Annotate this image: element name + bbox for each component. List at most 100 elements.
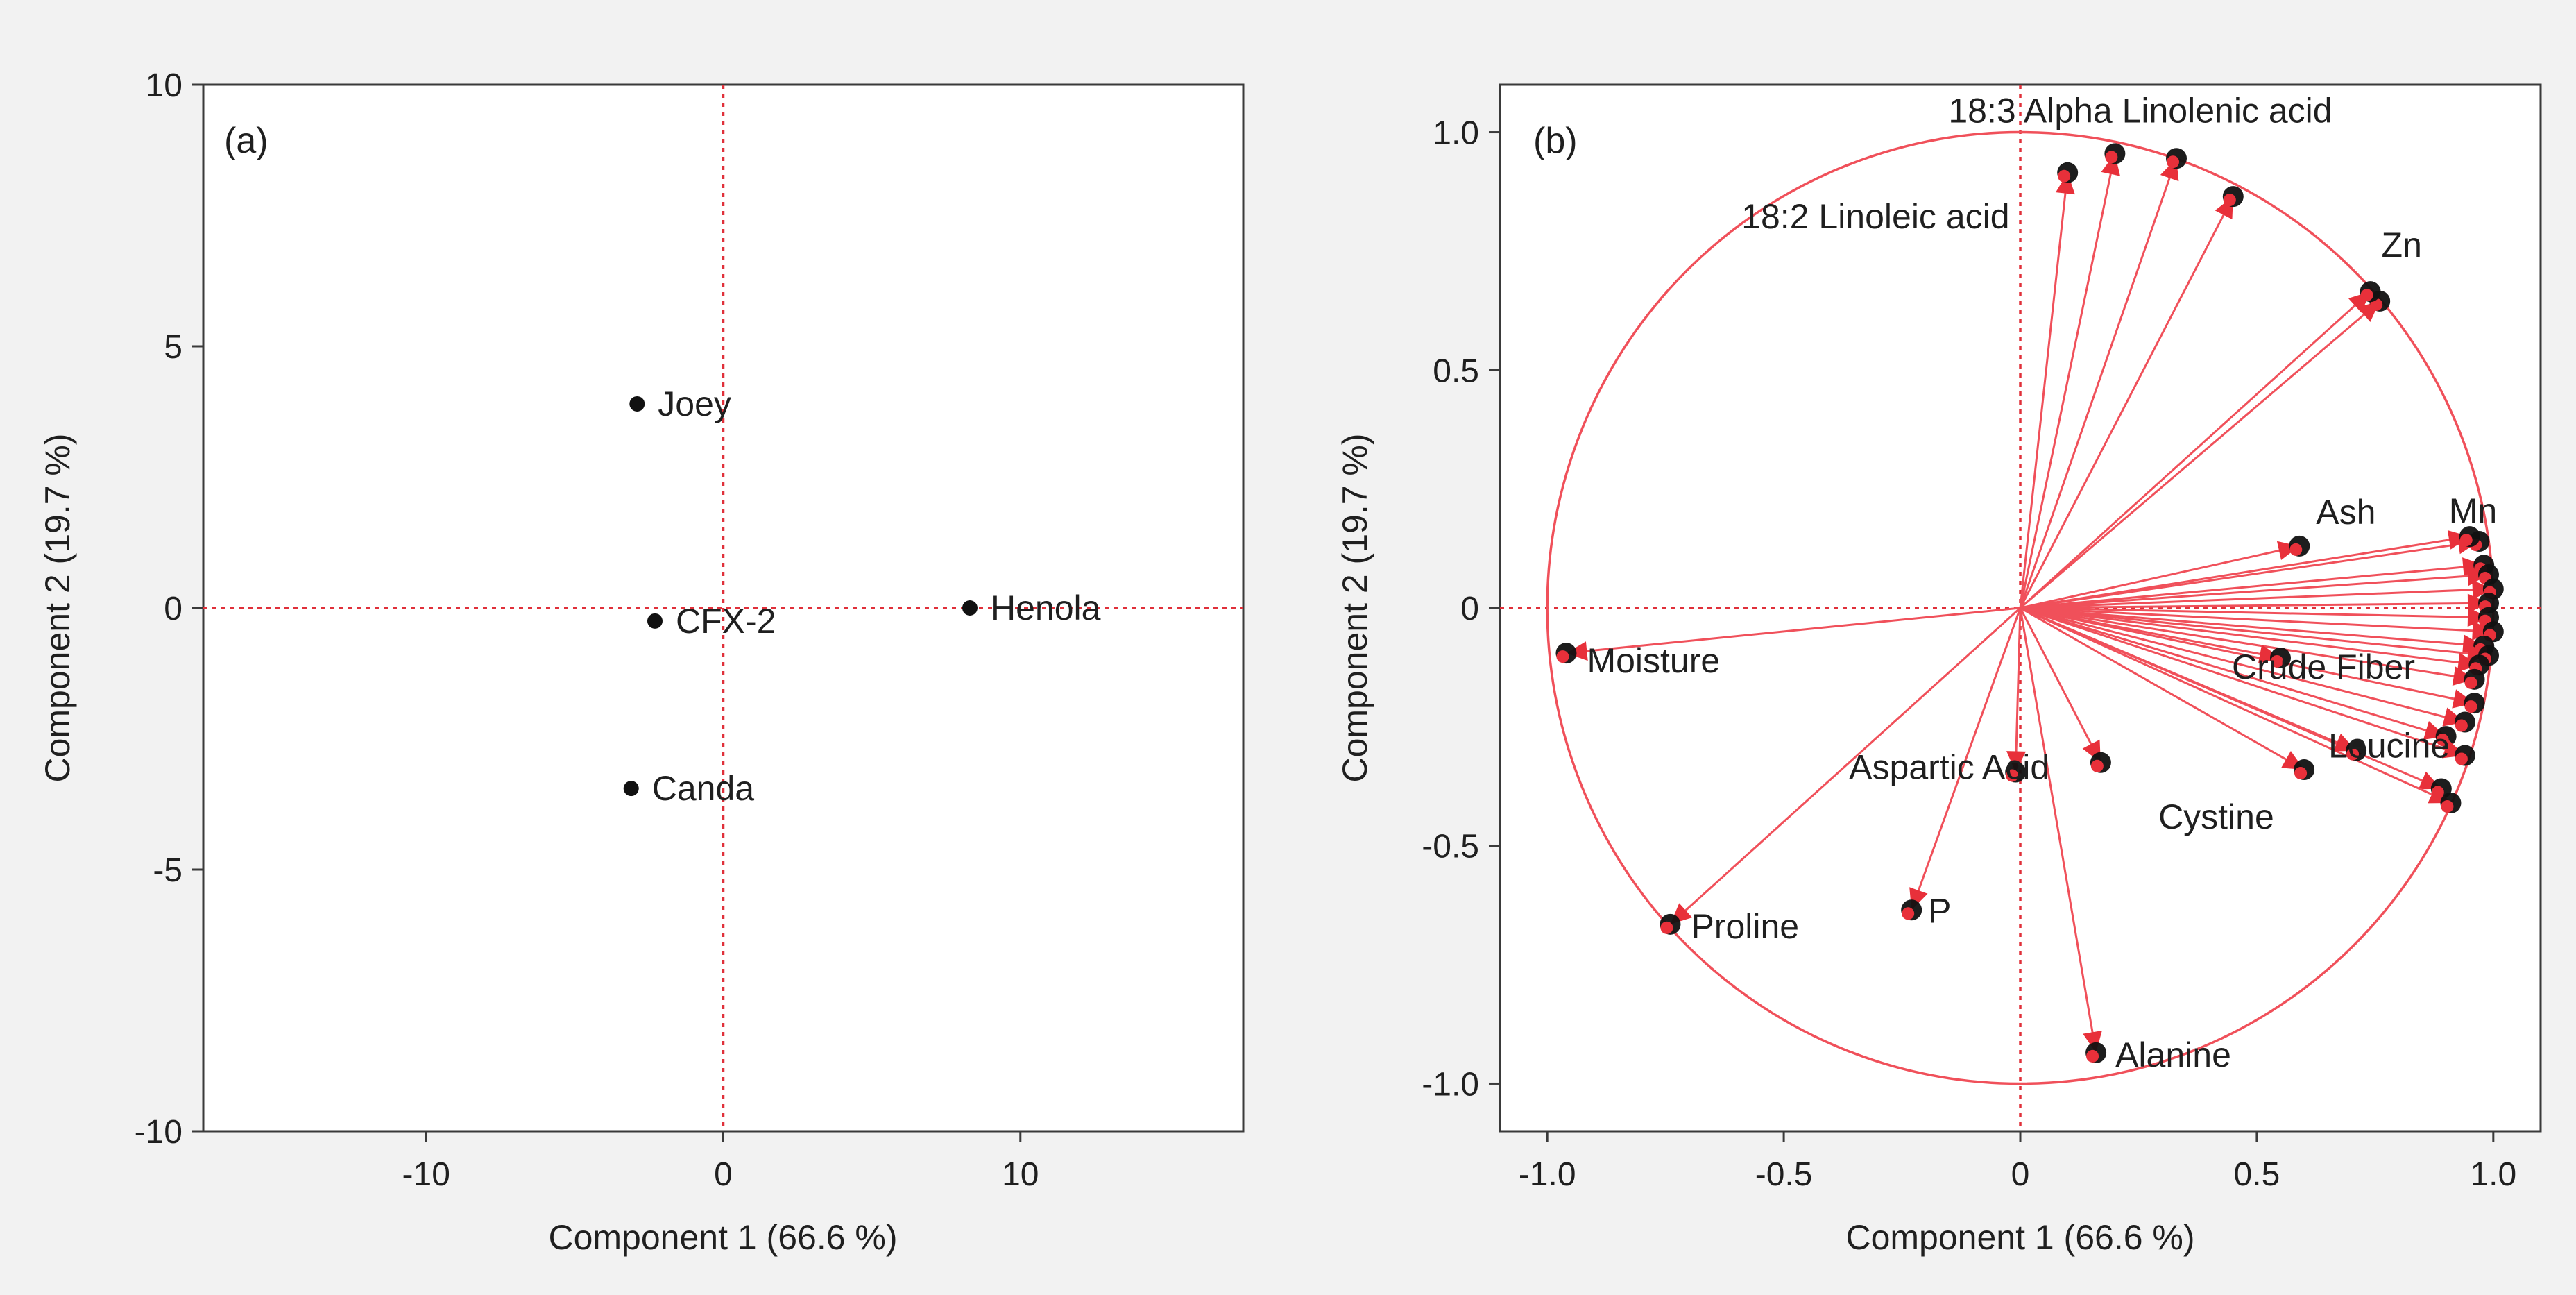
loading-label: Crude Fiber bbox=[2232, 648, 2415, 686]
loading-label: Ash bbox=[2316, 493, 2375, 532]
loading-labeled-point-highlight bbox=[1556, 650, 1569, 663]
loading-point-highlight bbox=[2167, 155, 2179, 169]
score-point-label: CFX-2 bbox=[676, 602, 776, 641]
loading-labeled-point-highlight bbox=[2271, 654, 2283, 668]
loading-labeled-vector bbox=[2020, 607, 2357, 752]
loading-vector bbox=[2020, 588, 2493, 609]
loading-arrowhead bbox=[2467, 593, 2489, 613]
loading-point-highlight bbox=[2455, 719, 2468, 732]
loading-labeled-point-highlight bbox=[2459, 534, 2473, 547]
loading-labeled-vector bbox=[2019, 291, 2371, 609]
score-plot-y-tick-label: 0 bbox=[164, 591, 182, 627]
loading-plot-x-tick-label: 1.0 bbox=[2470, 1156, 2516, 1193]
loading-point-highlight bbox=[2464, 700, 2477, 713]
loading-vector bbox=[2020, 607, 2466, 723]
loading-vector bbox=[2020, 607, 2466, 756]
loading-point-highlight bbox=[2464, 676, 2477, 689]
loading-labeled-arrowhead bbox=[1566, 641, 1588, 661]
loading-label: Cystine bbox=[2158, 797, 2274, 836]
loading-label: 18:3 Alpha Linolenic acid bbox=[1948, 91, 2332, 130]
loading-vector bbox=[2020, 607, 2489, 657]
loading-vector bbox=[2019, 196, 2235, 609]
loading-arrowhead bbox=[2472, 579, 2493, 600]
score-plot-reference-lines bbox=[203, 85, 1243, 1131]
loading-vector bbox=[2020, 607, 2475, 704]
loading-plot-x-tick-label: 0 bbox=[2011, 1156, 2030, 1193]
loading-labeled-point-highlight bbox=[2294, 767, 2308, 780]
loading-vector bbox=[2020, 607, 2489, 619]
loading-labeled-arrowhead bbox=[2006, 751, 2027, 772]
loading-plot-vectors bbox=[1555, 143, 2504, 1063]
loading-vector bbox=[2020, 573, 2489, 609]
score-point-label: Canda bbox=[652, 769, 755, 808]
score-point bbox=[647, 613, 663, 629]
loading-labeled-point-highlight bbox=[2346, 747, 2360, 761]
loading-plot-x-tick-label: -0.5 bbox=[1755, 1156, 1813, 1193]
loading-point-highlight bbox=[2436, 734, 2449, 747]
loading-labeled-point-highlight bbox=[2086, 1049, 2099, 1063]
loading-labeled-point-highlight bbox=[2058, 169, 2071, 183]
loading-plot-y-tick-label: 1.0 bbox=[1433, 115, 1479, 152]
loading-labeled-vector bbox=[1910, 607, 2022, 911]
loading-labeled-vector bbox=[2020, 545, 2300, 609]
loading-plot-x-axis-label: Component 1 (66.6 %) bbox=[1845, 1218, 2194, 1257]
score-plot-x-tick-label: 0 bbox=[714, 1156, 733, 1193]
loading-labeled-point-highlight bbox=[2105, 151, 2118, 164]
score-plot-y-tick-label: 5 bbox=[164, 329, 182, 366]
loading-vector bbox=[2020, 607, 2475, 681]
score-plot-y-tick-label: -10 bbox=[135, 1114, 182, 1151]
score-plot-panel: -10 0 10 -10 -5 0 5 10 Joey CFX-2 Henola Canda (a)… bbox=[38, 67, 1245, 1257]
loading-vector bbox=[2020, 564, 2484, 609]
loading-arrowhead bbox=[2457, 652, 2480, 672]
loading-labeled-vector bbox=[2019, 172, 2069, 609]
score-plot-ticks: -10 0 10 -10 -5 0 5 10 bbox=[135, 67, 1039, 1193]
loading-point-highlight bbox=[2455, 752, 2468, 765]
loading-arrowhead bbox=[2462, 634, 2484, 654]
score-plot-x-tick-label: 10 bbox=[1002, 1156, 1039, 1193]
loading-label: Alanine bbox=[2115, 1035, 2231, 1074]
score-plot-y-tick-label: -5 bbox=[153, 852, 182, 889]
loading-labeled-arrowhead bbox=[2056, 172, 2075, 195]
loading-point-highlight bbox=[2223, 194, 2236, 207]
loading-labeled-vector bbox=[2019, 153, 2116, 609]
loading-labeled-point-highlight bbox=[2360, 289, 2373, 302]
loading-vector bbox=[2020, 607, 2484, 648]
score-point bbox=[629, 396, 645, 412]
loading-arrowhead bbox=[2467, 607, 2489, 627]
loading-label: Aspartic Acid bbox=[1849, 747, 2049, 786]
loading-label: Moisture bbox=[1587, 641, 1720, 680]
score-point-label: Henola bbox=[991, 589, 1101, 627]
score-point-label: Joey bbox=[658, 384, 731, 423]
score-plot-points: Joey CFX-2 Henola Canda bbox=[623, 384, 1101, 808]
loading-labeled-vector bbox=[2019, 607, 2097, 1053]
loading-labeled-vector bbox=[2014, 607, 2022, 772]
loading-point-highlight bbox=[2441, 800, 2454, 813]
loading-plot-y-tick-label: 0 bbox=[1460, 591, 1479, 627]
loading-plot-x-tick-label: 0.5 bbox=[2234, 1156, 2280, 1193]
loading-labeled-point-highlight bbox=[2289, 543, 2303, 556]
loading-label: Proline bbox=[1691, 907, 1799, 946]
loading-labeled-vector bbox=[2020, 607, 2305, 771]
score-plot-x-tick-label: -10 bbox=[402, 1156, 450, 1193]
panel-label-b: (b) bbox=[1533, 121, 1578, 161]
loading-labeled-point-highlight bbox=[1902, 907, 1915, 920]
loading-label: P bbox=[1928, 891, 1951, 930]
loading-label: Leucine bbox=[2328, 727, 2450, 765]
score-point bbox=[962, 600, 978, 616]
loading-vector bbox=[2020, 607, 2480, 666]
loading-vector bbox=[2020, 607, 2452, 804]
panel-label-a: (a) bbox=[224, 121, 268, 161]
loading-plot-y-tick-label: -1.0 bbox=[1422, 1066, 1479, 1103]
loading-label: 18:2 Linoleic acid bbox=[1741, 197, 2009, 236]
loading-plot-labels: 18:3 Alpha Linolenic acid 18:2 Linoleic a… bbox=[1587, 91, 2497, 1074]
loading-plot-y-axis-label: Component 2 (19.7 %) bbox=[1336, 433, 1374, 782]
loading-labeled-vector bbox=[1669, 607, 2022, 925]
loading-vector bbox=[2020, 602, 2489, 609]
loading-plot-y-tick-label: -0.5 bbox=[1422, 829, 1479, 865]
loading-vector bbox=[2020, 607, 2447, 738]
loading-plot-x-tick-label: -1.0 bbox=[1519, 1156, 1576, 1193]
loading-labeled-point-highlight bbox=[1660, 921, 1673, 934]
loading-labeled-vector bbox=[1566, 607, 2021, 654]
loading-label: Mn bbox=[2449, 491, 2497, 530]
